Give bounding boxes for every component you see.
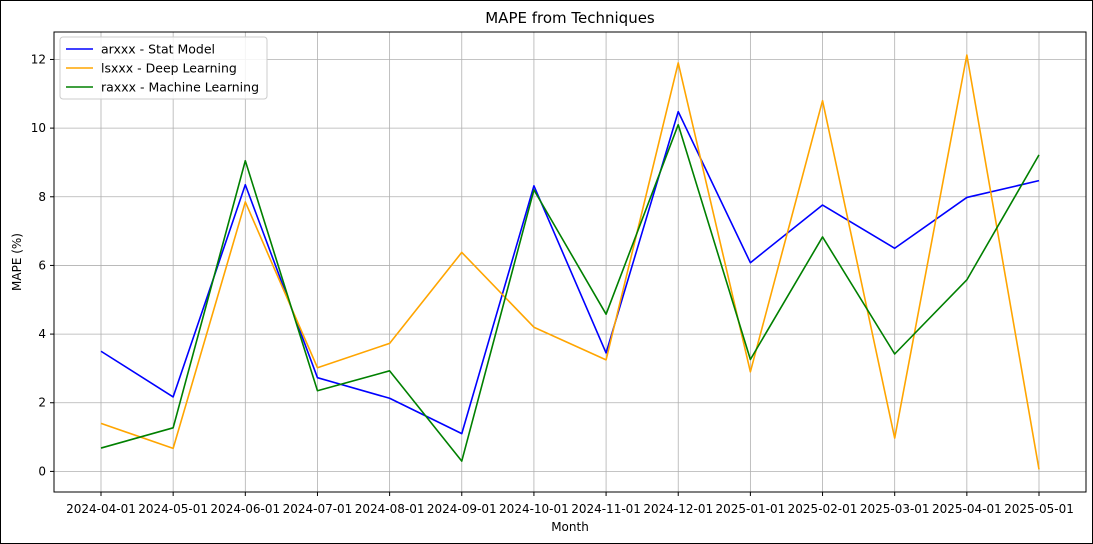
y-axis-ticks: 0 2 4 6 8 10 12 [31, 52, 54, 478]
legend-box [59, 36, 268, 100]
x-tick-label: 2024-12-01 [643, 502, 713, 516]
x-axis-label: Month [551, 520, 589, 534]
y-tick-label: 12 [31, 52, 46, 66]
legend-label: arxxx - Stat Model [101, 42, 215, 57]
y-axis-label: MAPE (%) [10, 233, 24, 291]
x-tick-label: 2024-07-01 [283, 502, 353, 516]
y-tick-label: 6 [38, 258, 46, 272]
x-tick-label: 2024-05-01 [138, 502, 208, 516]
x-tick-label: 2025-02-01 [788, 502, 858, 516]
x-tick-label: 2024-10-01 [499, 502, 569, 516]
x-tick-label: 2025-05-01 [1004, 502, 1074, 516]
x-tick-label: 2024-08-01 [355, 502, 425, 516]
series-line [100, 54, 1040, 470]
grid [54, 32, 1086, 492]
x-tick-label: 2025-03-01 [860, 502, 930, 516]
legend-label: raxxx - Machine Learning [101, 80, 259, 95]
plot-area-border [53, 31, 1087, 493]
chart-title: MAPE from Techniques [485, 9, 655, 27]
series-lines [100, 54, 1040, 470]
y-tick-label: 2 [38, 396, 46, 410]
y-tick-label: 10 [31, 121, 46, 135]
series-line [100, 123, 1040, 462]
legend: arxxx - Stat Model lsxxx - Deep Learning r… [59, 36, 268, 100]
x-tick-label: 2025-04-01 [932, 502, 1002, 516]
x-tick-label: 2024-09-01 [427, 502, 497, 516]
y-tick-label: 0 [38, 464, 46, 478]
x-tick-label: 2024-11-01 [571, 502, 641, 516]
x-tick-label: 2025-01-01 [716, 502, 786, 516]
x-tick-label: 2024-04-01 [66, 502, 136, 516]
y-tick-label: 8 [38, 190, 46, 204]
x-axis-ticks: 2024-04-01 2024-05-01 2024-06-01 2024-07-01… [66, 492, 1074, 516]
series-line [100, 110, 1040, 435]
legend-label: lsxxx - Deep Learning [101, 61, 237, 76]
y-tick-label: 4 [38, 327, 46, 341]
x-tick-label: 2024-06-01 [210, 502, 280, 516]
